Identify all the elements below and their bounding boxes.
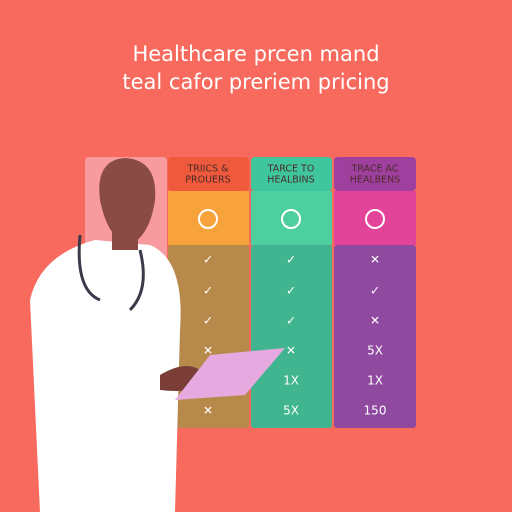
table-cell: ✓	[370, 284, 380, 298]
table-cell: 5X	[367, 344, 383, 358]
table-cell: ✕	[203, 404, 213, 418]
table-cell: ✓	[286, 253, 296, 267]
table-cell: ✕	[370, 314, 380, 328]
table-cell: ✕	[286, 344, 296, 358]
table-cell: 5X	[283, 404, 299, 418]
table-cell: ✕	[203, 344, 213, 358]
page-title: Healthcare prcen mand	[132, 42, 379, 66]
column-header-text: TRACE AC	[351, 164, 399, 175]
icon-cell	[334, 191, 416, 245]
doctor	[30, 158, 285, 512]
table-cell: ✓	[203, 253, 213, 267]
table-cell: 150	[364, 404, 387, 418]
table-cell: ✓	[203, 284, 213, 298]
icon-cell	[168, 191, 249, 245]
icon-cell	[251, 191, 332, 245]
table-cell: ✓	[286, 314, 296, 328]
column-header	[168, 157, 249, 191]
column-body	[251, 245, 332, 428]
column-header	[334, 157, 416, 191]
page-title: teal cafor preriem pricing	[122, 70, 389, 94]
column-header-text: PROUERS	[185, 175, 230, 186]
table-cell: ✓	[203, 314, 213, 328]
column-header-text: HEALBENS	[350, 175, 401, 186]
column-body	[334, 245, 416, 428]
column-header-text: TRIICS &	[186, 164, 229, 175]
icons	[198, 209, 385, 229]
column-header-text: HEALBINS	[267, 175, 314, 186]
column-header-text: TARCE TO	[267, 164, 315, 175]
table-cell: 1X	[367, 374, 383, 388]
table-cell: ✕	[370, 253, 380, 267]
column-body	[168, 245, 249, 428]
column-header	[251, 157, 332, 191]
table-cell: ✓	[286, 284, 296, 298]
table-cell: 1X	[283, 374, 299, 388]
